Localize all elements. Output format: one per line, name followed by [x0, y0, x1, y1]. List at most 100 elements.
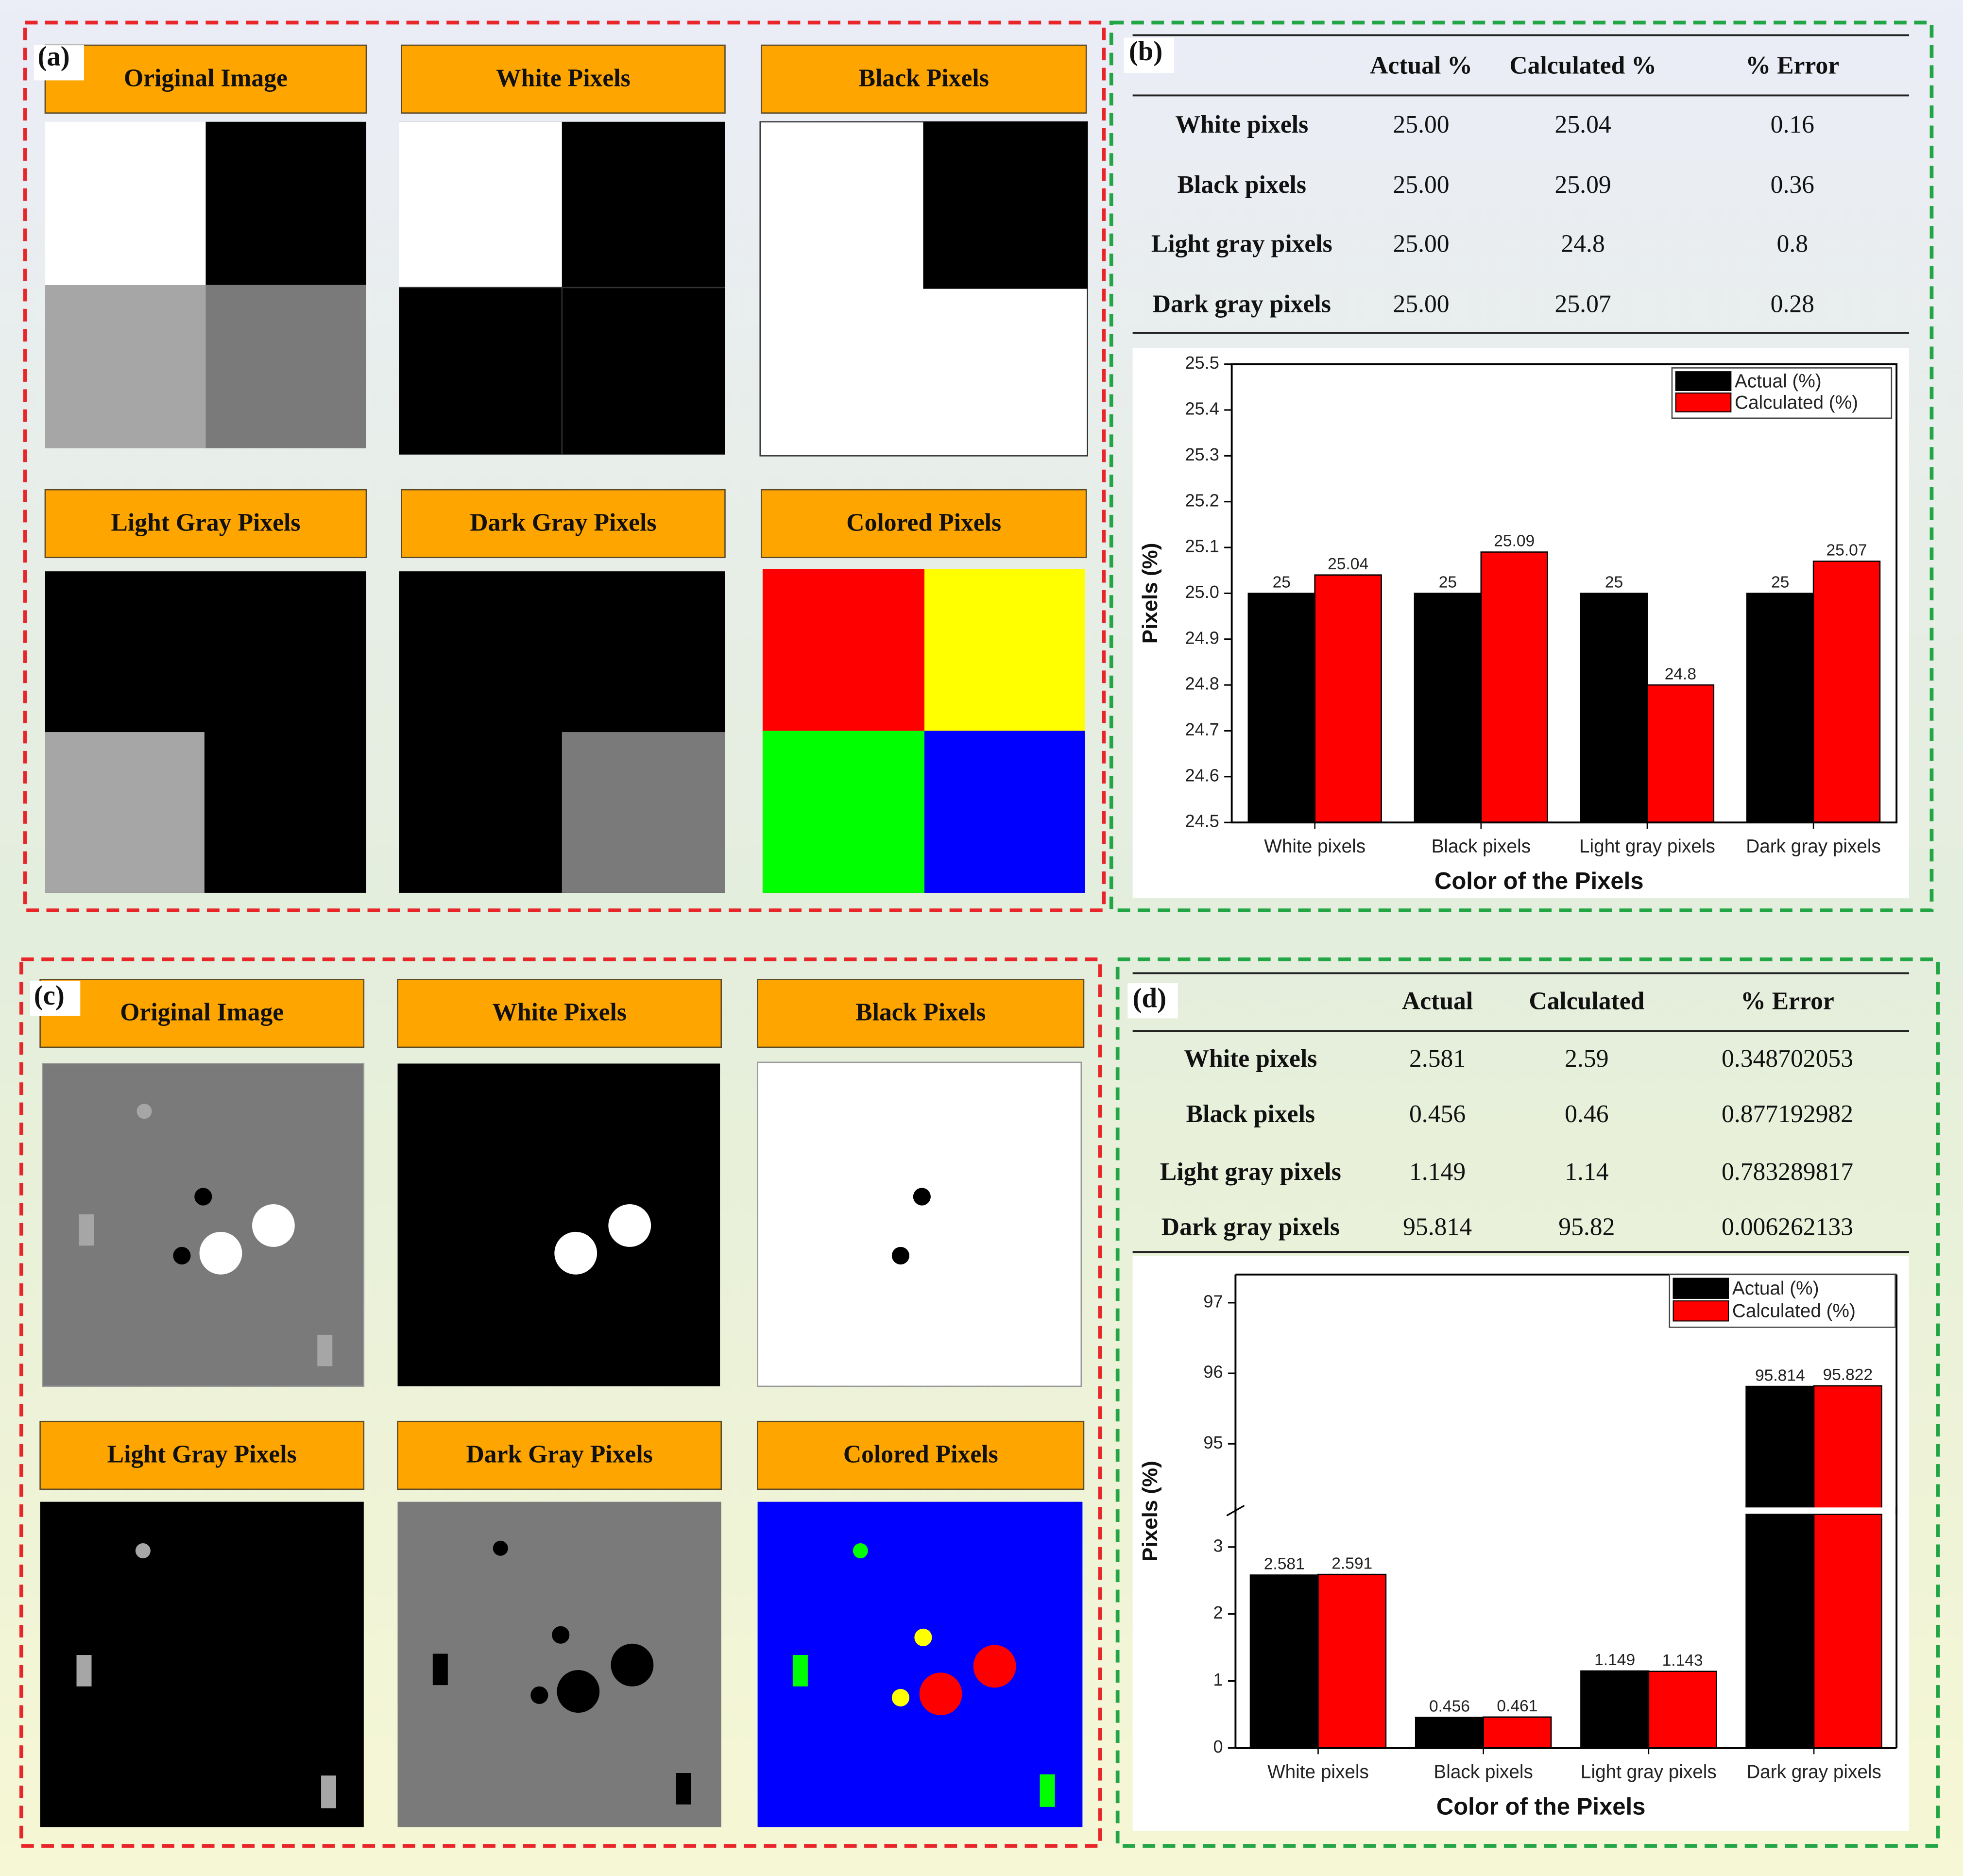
tile-blob — [891, 1246, 910, 1265]
panel-label-bg — [1124, 37, 1174, 73]
table-cell: 25.09 — [1555, 171, 1611, 199]
y-tick-label: 1 — [1213, 1670, 1223, 1689]
y-tick-label: 25.5 — [1185, 353, 1219, 373]
tile-region — [40, 1501, 364, 1827]
tile-blob — [252, 1204, 295, 1247]
value-label: 25.09 — [1494, 532, 1535, 550]
bar-upper — [1813, 1385, 1882, 1515]
y-tick-label: 24.9 — [1185, 628, 1219, 648]
bar — [1314, 574, 1382, 823]
value-label: 25.04 — [1328, 555, 1368, 573]
y-axis-label: Pixels (%) — [1138, 1461, 1162, 1562]
legend-label: Calculated (%) — [1732, 1301, 1856, 1322]
tile-region — [399, 121, 562, 288]
tile-region — [923, 121, 1088, 289]
tile-region — [397, 1501, 721, 1827]
bar — [1483, 1716, 1552, 1749]
table-header: % Error — [1741, 987, 1834, 1015]
tile-blob — [891, 1688, 910, 1707]
table-cell: 0.28 — [1771, 290, 1814, 318]
table-row-label: Black pixels — [1178, 171, 1306, 199]
tile-region — [562, 732, 725, 893]
value-label: 95.822 — [1823, 1366, 1873, 1384]
panel-label-bg — [34, 45, 85, 81]
table-row-label: Dark gray pixels — [1161, 1213, 1340, 1241]
tile-blob — [137, 1104, 152, 1119]
value-label: 95.814 — [1755, 1366, 1805, 1384]
table-header: Calculated — [1529, 987, 1644, 1015]
tile-title: Black Pixels — [859, 64, 989, 92]
value-label: 0.456 — [1429, 1698, 1470, 1716]
tile-blob — [913, 1188, 931, 1206]
bar — [1746, 593, 1814, 823]
table-row-label: Black pixels — [1186, 1100, 1315, 1128]
tile-region — [76, 1655, 92, 1687]
bar — [1480, 551, 1548, 823]
x-tick-label: Dark gray pixels — [1746, 836, 1881, 857]
bar — [1580, 1670, 1650, 1749]
tile-region — [321, 1775, 337, 1808]
table-cell: 95.82 — [1558, 1213, 1615, 1241]
tile-region — [792, 1655, 808, 1687]
tile-title: Colored Pixels — [843, 1440, 998, 1468]
tile-blob — [973, 1645, 1016, 1688]
y-tick-label: 97 — [1203, 1291, 1223, 1311]
bar-upper — [1745, 1385, 1815, 1515]
tile-region — [397, 1063, 720, 1386]
table-cell: 0.006262133 — [1722, 1213, 1853, 1241]
table-row-label: Dark gray pixels — [1153, 290, 1331, 318]
value-label: 2.591 — [1331, 1554, 1372, 1572]
table-cell: 24.8 — [1561, 230, 1605, 258]
tile-title: Light Gray Pixels — [107, 1440, 297, 1468]
legend-swatch — [1675, 392, 1732, 412]
x-axis-label: Color of the Pixels — [1434, 868, 1644, 894]
legend-swatch — [1675, 371, 1732, 391]
tile-header — [757, 979, 1085, 1048]
bar — [1648, 1671, 1717, 1749]
table-header: Actual % — [1370, 51, 1472, 79]
tile-header — [761, 44, 1087, 114]
legend-label: Actual (%) — [1735, 371, 1822, 392]
legend-swatch — [1673, 1278, 1729, 1299]
legend-swatch — [1673, 1300, 1729, 1322]
panel-label: (a) — [37, 41, 69, 72]
bar — [1580, 593, 1648, 823]
panel-b-border — [1109, 20, 1934, 913]
tile-blob — [493, 1540, 508, 1556]
table-row-label: Light gray pixels — [1151, 230, 1332, 258]
tile-blob — [919, 1672, 962, 1716]
y-tick-label: 25.3 — [1185, 444, 1219, 464]
plot-frame — [1230, 363, 1898, 824]
value-label: 24.8 — [1665, 665, 1696, 683]
value-label: 1.143 — [1662, 1652, 1703, 1670]
table-cell: 0.456 — [1409, 1100, 1466, 1128]
tile-blob — [552, 1626, 570, 1644]
table-cell: 1.149 — [1409, 1158, 1466, 1186]
table-cell: 2.59 — [1565, 1045, 1608, 1073]
table-cell: 25.04 — [1555, 111, 1611, 138]
tile-region — [45, 285, 206, 448]
table-cell: 0.348702053 — [1722, 1045, 1853, 1073]
tile-region — [432, 1654, 448, 1686]
panel-label-bg — [1127, 983, 1178, 1019]
table-header: Calculated % — [1509, 51, 1656, 79]
tile-region — [42, 1063, 365, 1387]
table-header: % Error — [1746, 51, 1840, 79]
tile-title: Dark Gray Pixels — [466, 1440, 652, 1468]
table-cell: 95.814 — [1403, 1213, 1472, 1241]
tile-blob — [173, 1246, 191, 1265]
tile-header — [400, 44, 726, 114]
tile-title: Original Image — [120, 999, 284, 1026]
table-cell: 0.36 — [1771, 171, 1814, 199]
table-row-label: Light gray pixels — [1160, 1158, 1341, 1186]
panel-label: (d) — [1133, 983, 1166, 1013]
table-cell: 25.00 — [1393, 171, 1449, 199]
x-tick-label: White pixels — [1267, 1761, 1369, 1782]
bar — [1415, 1717, 1484, 1749]
bar — [1247, 593, 1315, 823]
tile-header — [39, 979, 365, 1048]
table-cell: 25.07 — [1555, 290, 1611, 318]
tile-title: Original Image — [124, 64, 288, 92]
